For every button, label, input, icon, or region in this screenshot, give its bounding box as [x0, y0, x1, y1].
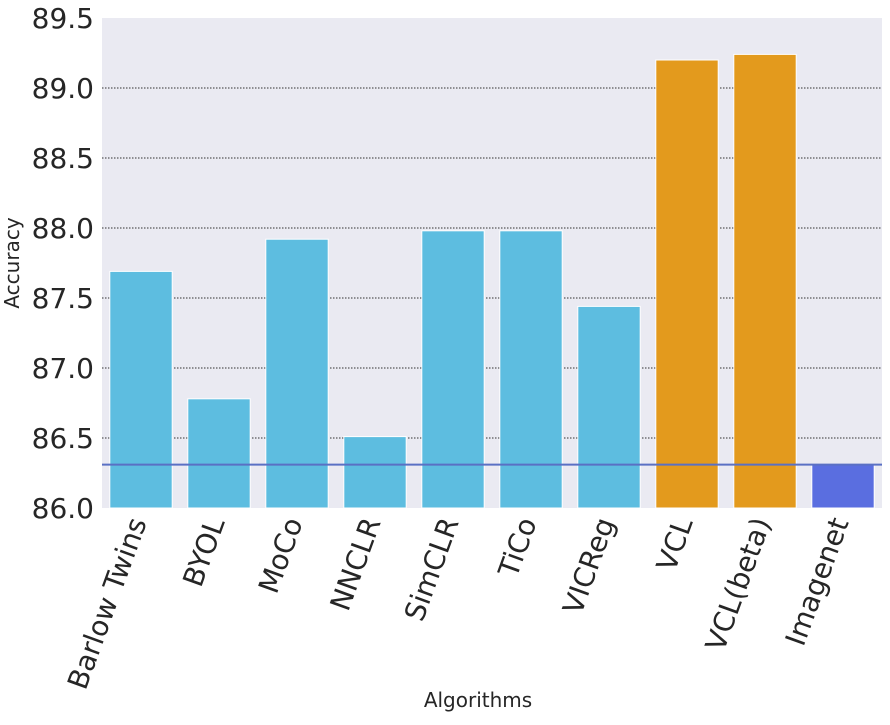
x-tick-label: VCL	[650, 513, 700, 576]
bar	[343, 436, 407, 509]
x-tick-label: MoCo	[252, 513, 310, 598]
bars	[109, 53, 875, 509]
x-tick-label: TiCo	[491, 513, 543, 582]
bar	[655, 59, 719, 509]
y-tick-label: 86.0	[32, 492, 94, 525]
y-tick-label: 87.0	[32, 352, 94, 385]
y-tick-labels: 86.0 86.5 87.0 87.5 88.0 88.5 89.0 89.5	[32, 2, 94, 525]
x-tick-label: VCL(beta)	[699, 513, 778, 655]
x-tick-label: SimCLR	[398, 513, 466, 625]
y-tick-label: 89.0	[32, 72, 94, 105]
bar	[187, 398, 251, 509]
bar	[421, 230, 485, 509]
x-axis-title: Algorithms	[424, 688, 532, 712]
y-tick-label: 88.5	[32, 142, 94, 175]
bar	[499, 230, 563, 509]
x-tick-label: BYOL	[176, 513, 231, 591]
y-tick-label: 87.5	[32, 282, 94, 315]
bar	[265, 238, 329, 509]
bar	[733, 53, 797, 509]
x-tick-label: Barlow Twins	[61, 513, 154, 694]
x-tick-labels: Barlow Twins BYOL MoCo NNCLR SimCLR TiCo VICRe…	[61, 513, 856, 694]
y-tick-label: 89.5	[32, 2, 94, 35]
x-tick-label: NNCLR	[324, 513, 388, 615]
bar	[109, 270, 173, 509]
x-tick-label: VICReg	[556, 513, 621, 618]
x-tick-label: Imagenet	[779, 513, 856, 650]
y-tick-label: 86.5	[32, 422, 94, 455]
bar	[577, 305, 641, 509]
bar	[811, 464, 875, 509]
y-axis-title: Accuracy	[0, 217, 24, 308]
y-tick-label: 88.0	[32, 212, 94, 245]
